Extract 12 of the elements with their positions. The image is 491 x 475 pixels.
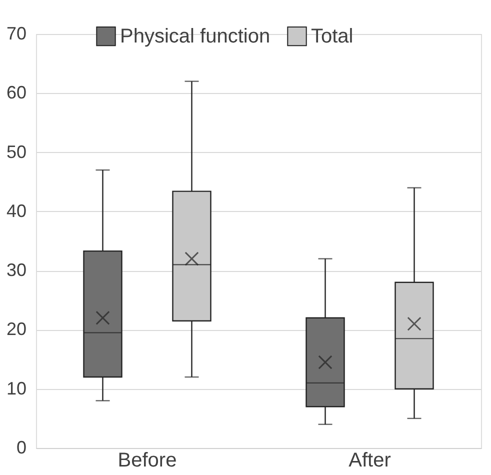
y-tick-label: 50 [6, 142, 26, 162]
legend-label: Physical function [120, 25, 270, 48]
y-tick-label: 0 [16, 438, 26, 458]
y-tick-label: 40 [6, 200, 26, 221]
x-tick-label: After [348, 450, 392, 472]
y-tick-label: 60 [6, 82, 26, 103]
y-tick-label: 70 [6, 24, 26, 44]
legend-label: Total [311, 25, 354, 48]
y-tick-label: 10 [6, 378, 26, 398]
x-tick-label: Before [118, 450, 177, 472]
y-tick-label: 30 [6, 260, 26, 280]
y-tick-label: 20 [6, 319, 26, 340]
